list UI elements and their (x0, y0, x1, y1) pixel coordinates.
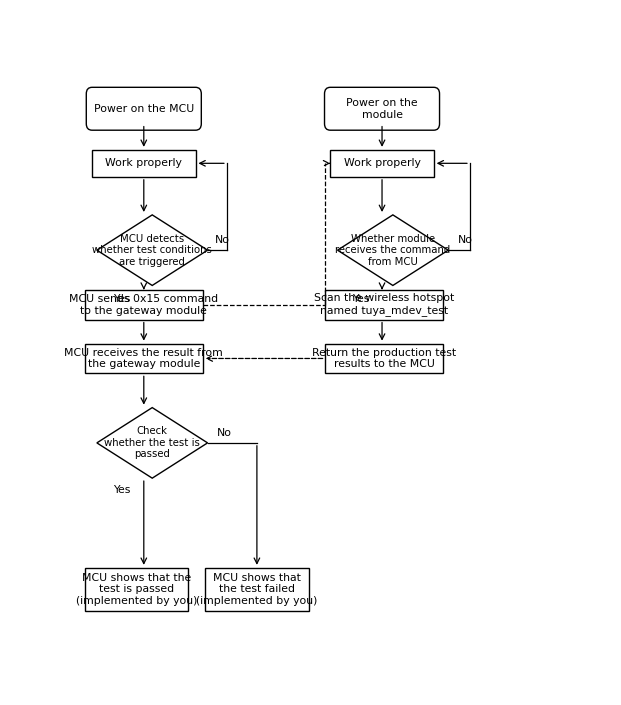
Polygon shape (338, 215, 448, 286)
Bar (205, 568, 309, 611)
Bar (325, 343, 443, 374)
Bar (92, 149, 196, 177)
Text: Work properly: Work properly (343, 159, 420, 168)
Bar (85, 568, 188, 611)
Text: Yes: Yes (114, 485, 131, 495)
Text: MCU sends 0x15 command
to the gateway module: MCU sends 0x15 command to the gateway mo… (69, 294, 219, 316)
Text: No: No (458, 235, 473, 245)
Bar (85, 343, 202, 374)
Text: Yes: Yes (351, 294, 369, 304)
Text: MCU shows that
the test failed
(implemented by you): MCU shows that the test failed (implemen… (196, 573, 317, 606)
Text: Whether module
receives the command
from MCU: Whether module receives the command from… (335, 233, 450, 266)
FancyBboxPatch shape (86, 87, 201, 130)
Bar (85, 290, 202, 319)
Text: Power on the MCU: Power on the MCU (94, 104, 194, 114)
Text: No: No (217, 428, 232, 438)
Bar (330, 149, 433, 177)
Polygon shape (97, 407, 207, 478)
Text: No: No (214, 235, 230, 245)
Text: Scan the wireless hotspot
named tuya_mdev_test: Scan the wireless hotspot named tuya_mde… (314, 293, 455, 316)
FancyBboxPatch shape (325, 87, 440, 130)
Text: Work properly: Work properly (106, 159, 182, 168)
Text: Return the production test
results to the MCU: Return the production test results to th… (312, 348, 456, 369)
Text: MCU shows that the
test is passed
(implemented by you): MCU shows that the test is passed (imple… (76, 573, 197, 606)
Bar (325, 290, 443, 319)
Text: MCU detects
whether test conditions
are triggered: MCU detects whether test conditions are … (93, 233, 212, 266)
Polygon shape (97, 215, 207, 286)
Text: MCU receives the result from
the gateway module: MCU receives the result from the gateway… (65, 348, 223, 369)
Text: Power on the
module: Power on the module (347, 98, 418, 120)
Text: Yes: Yes (114, 294, 131, 304)
Text: Check
whether the test is
passed: Check whether the test is passed (104, 427, 200, 460)
